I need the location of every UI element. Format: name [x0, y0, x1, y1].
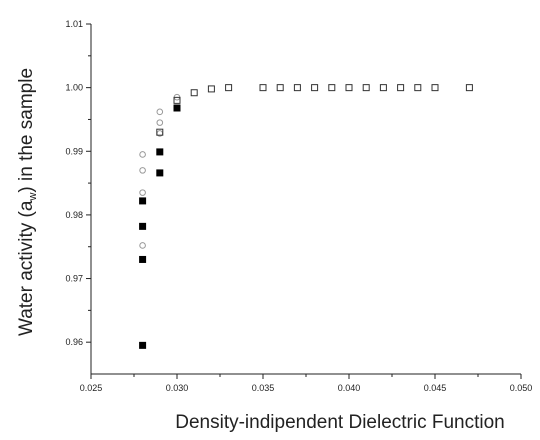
open-square-point [293, 84, 301, 92]
x-tick-label: 0.040 [338, 383, 361, 393]
open-square-point [173, 96, 181, 104]
y-axis-label: Water activity (aw) in the sample [16, 68, 39, 336]
open-square-point [414, 84, 422, 92]
open-square-point [259, 84, 267, 92]
filled-square-point [139, 341, 147, 349]
y-tick-label: 1.01 [65, 19, 83, 29]
x-tick-label: 0.030 [166, 383, 189, 393]
open-square-point [276, 84, 284, 92]
open-square-point [379, 84, 387, 92]
open-circle-point [156, 108, 164, 116]
open-square-point [311, 84, 319, 92]
filled-square-point [156, 148, 164, 156]
filled-square-point [139, 222, 147, 230]
open-square-point [225, 84, 233, 92]
axes: 0.025 0.030 0.035 0.040 0.045 0.050 0.96 0.97 0.… [65, 19, 532, 393]
open-square-point [345, 84, 353, 92]
open-square-point [397, 84, 405, 92]
filled-square-point [139, 255, 147, 263]
open-circle-point [139, 151, 146, 158]
data-points [139, 84, 473, 349]
open-circle-point [156, 119, 164, 126]
y-tick-label: 0.99 [65, 146, 83, 156]
open-square-point [362, 84, 370, 92]
y-tick-label: 0.98 [65, 210, 83, 220]
x-tick-label: 0.045 [424, 383, 447, 393]
filled-square-point [173, 104, 181, 112]
open-square-point [190, 89, 198, 97]
open-circle-point [139, 242, 146, 249]
x-axis-label: Density-indipendent Dielectric Function [175, 412, 505, 433]
open-circle-point [139, 189, 146, 196]
open-square-point [328, 84, 336, 92]
y-tick-label: 0.96 [65, 337, 83, 347]
x-tick-label: 0.035 [252, 383, 275, 393]
filled-square-point [139, 197, 147, 205]
open-square-point [156, 128, 164, 136]
filled-square-point [156, 169, 164, 177]
y-tick-label: 0.97 [65, 274, 83, 284]
open-square-point [465, 84, 473, 92]
y-tick-label: 1.00 [65, 83, 83, 93]
x-tick-label: 0.025 [80, 383, 103, 393]
open-square-point [431, 84, 439, 92]
open-square-point [207, 85, 215, 93]
x-tick-label: 0.050 [510, 383, 533, 393]
open-circle-point [139, 167, 146, 174]
